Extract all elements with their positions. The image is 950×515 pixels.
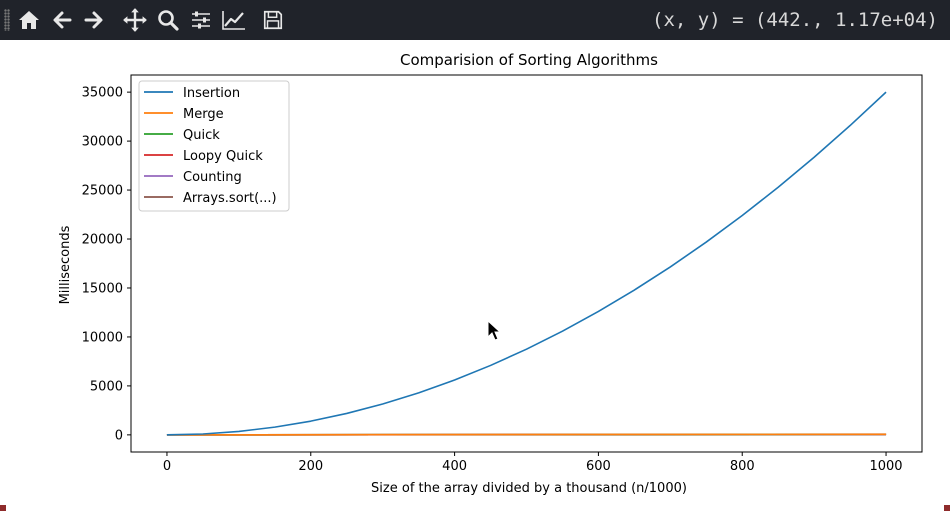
legend-label-5: Arrays.sort(...)	[183, 191, 277, 206]
zoom-icon	[156, 8, 180, 32]
y-tick-label: 10000	[82, 330, 123, 345]
mouse-pointer-icon	[487, 320, 501, 342]
chart-title: Comparision of Sorting Algorithms	[400, 51, 658, 69]
home-icon	[17, 8, 41, 32]
x-tick-label: 400	[442, 459, 467, 474]
pan-icon	[122, 7, 148, 33]
series-line-1	[167, 434, 886, 435]
x-axis-label: Size of the array divided by a thousand …	[371, 481, 687, 496]
window-corner-right	[944, 505, 950, 511]
x-axis: 0 200 400 600 800 1000	[163, 452, 903, 474]
edit-curves-button[interactable]	[220, 6, 248, 34]
window-corner-left	[0, 505, 6, 511]
toolbar-grip[interactable]	[4, 9, 10, 31]
y-tick-label: 5000	[90, 379, 123, 394]
edit-curves-icon	[221, 8, 247, 32]
figure-canvas[interactable]: Comparision of Sorting Algorithms 0 200 40…	[0, 40, 950, 511]
y-tick-label: 15000	[82, 281, 123, 296]
zoom-button[interactable]	[154, 6, 182, 34]
forward-button[interactable]	[80, 6, 108, 34]
legend-label-1: Merge	[183, 107, 224, 122]
save-icon	[262, 9, 284, 31]
configure-subplots-button[interactable]	[187, 6, 215, 34]
legend: Insertion Merge Quick Loopy Quick Counting Ar…	[139, 81, 289, 211]
back-button[interactable]	[48, 6, 76, 34]
legend-label-3: Loopy Quick	[183, 149, 263, 164]
line-chart[interactable]: Comparision of Sorting Algorithms 0 200 40…	[0, 40, 950, 511]
x-tick-label: 0	[163, 459, 171, 474]
save-button[interactable]	[259, 6, 287, 34]
x-tick-label: 800	[730, 459, 755, 474]
x-tick-label: 600	[586, 459, 611, 474]
y-tick-label: 20000	[82, 233, 123, 248]
y-axis-label: Milliseconds	[58, 225, 73, 304]
home-button[interactable]	[15, 6, 43, 34]
back-arrow-icon	[50, 8, 74, 32]
y-tick-label: 0	[115, 428, 123, 443]
x-tick-label: 1000	[869, 459, 902, 474]
forward-arrow-icon	[82, 8, 106, 32]
navigation-toolbar: (x, y) = (442., 1.17e+04)	[0, 0, 950, 40]
legend-label-4: Counting	[183, 170, 242, 185]
subplots-icon	[189, 8, 213, 32]
pan-button[interactable]	[121, 6, 149, 34]
legend-label-2: Quick	[183, 128, 220, 143]
x-tick-label: 200	[298, 459, 323, 474]
y-axis: 0 5000 10000 15000 20000 25000 30000 35000	[82, 86, 131, 444]
y-tick-label: 35000	[82, 86, 123, 101]
legend-label-0: Insertion	[183, 86, 240, 101]
cursor-coordinates: (x, y) = (442., 1.17e+04)	[652, 6, 938, 34]
y-tick-label: 30000	[82, 135, 123, 150]
y-tick-label: 25000	[82, 184, 123, 199]
